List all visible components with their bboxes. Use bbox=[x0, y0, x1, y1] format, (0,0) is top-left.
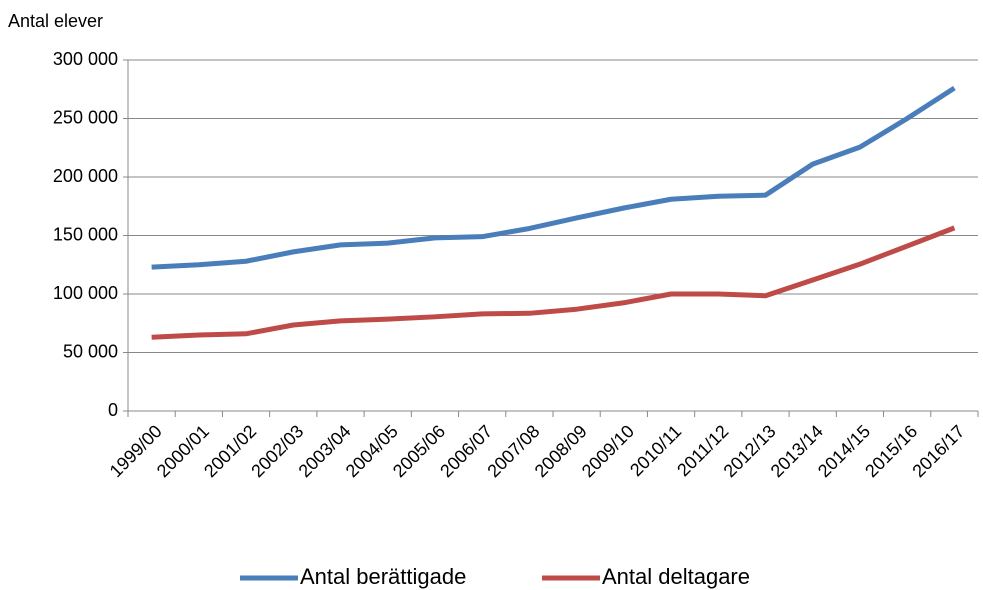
y-tick-label: 300 000 bbox=[53, 49, 118, 69]
y-tick-label: 200 000 bbox=[53, 166, 118, 186]
y-tick-label: 100 000 bbox=[53, 283, 118, 303]
y-tick-label: 250 000 bbox=[53, 107, 118, 127]
legend-label: Antal deltagare bbox=[602, 564, 750, 589]
y-tick-label: 150 000 bbox=[53, 224, 118, 244]
series-line bbox=[151, 85, 956, 270]
x-tick-label: 2009/10 bbox=[578, 421, 638, 481]
x-tick-label: 2016/17 bbox=[908, 421, 968, 481]
y-axis-label: Antal elever bbox=[8, 11, 103, 31]
legend-label: Antal berättigade bbox=[300, 564, 466, 589]
x-tick-label: 2010/11 bbox=[626, 421, 685, 480]
series-line bbox=[151, 225, 956, 340]
y-tick-label: 50 000 bbox=[63, 341, 118, 361]
y-tick-label: 0 bbox=[108, 400, 118, 420]
